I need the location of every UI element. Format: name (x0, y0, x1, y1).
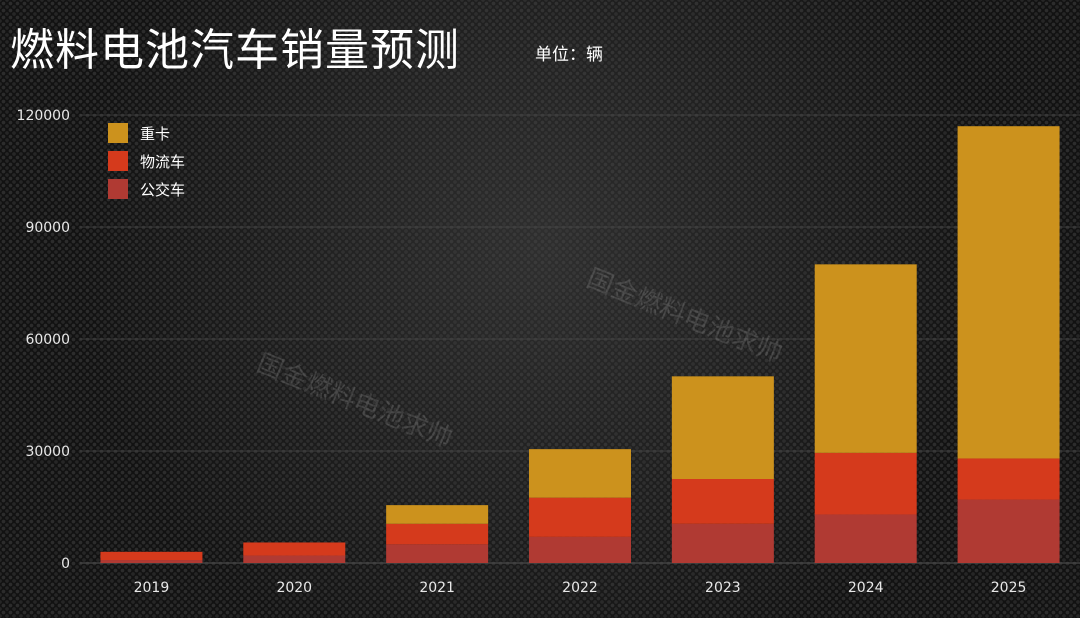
legend-label: 物流车 (140, 153, 185, 171)
bar-segment (957, 126, 1060, 459)
unit-label: 单位：辆 (535, 45, 603, 65)
y-tick-label: 120000 (17, 108, 70, 124)
y-tick-label: 0 (61, 556, 70, 572)
bar-segment (386, 544, 489, 563)
x-tick-label: 2025 (991, 580, 1027, 596)
bar-segment (671, 479, 774, 524)
y-tick-label: 60000 (25, 332, 70, 348)
bar-segment (957, 458, 1060, 500)
y-tick-label: 90000 (25, 220, 70, 236)
bar-segment (671, 523, 774, 563)
legend-label: 重卡 (140, 125, 170, 143)
bar-segment (814, 452, 917, 515)
bar-segment (814, 264, 917, 453)
x-tick-label: 2023 (705, 580, 741, 596)
x-tick-label: 2022 (562, 580, 598, 596)
bar-segment (671, 376, 774, 479)
bar-segment (529, 536, 631, 563)
chart-title: 燃料电池汽车销量预测 (10, 25, 460, 76)
x-tick-label: 2024 (848, 580, 884, 596)
watermark-text: 国金燃料电池求帅 (582, 264, 786, 370)
bar-segment (814, 514, 917, 563)
legend-swatch (108, 151, 128, 171)
x-tick-label: 2021 (419, 580, 455, 596)
bar-segment (386, 523, 489, 545)
bar-segment (243, 555, 346, 563)
bar-segment (529, 449, 631, 498)
bar-segment (100, 551, 203, 561)
y-tick-label: 30000 (25, 444, 70, 460)
bar-segment (957, 499, 1060, 563)
bar-segment (529, 497, 631, 537)
bar-segment (100, 560, 203, 563)
legend-swatch (108, 179, 128, 199)
legend-label: 公交车 (140, 181, 185, 199)
bar-segment (386, 505, 489, 524)
watermark-text: 国金燃料电池求帅 (252, 349, 456, 455)
legend-swatch (108, 123, 128, 143)
x-tick-label: 2020 (276, 580, 312, 596)
x-tick-label: 2019 (134, 580, 170, 596)
bar-segment (243, 542, 346, 556)
